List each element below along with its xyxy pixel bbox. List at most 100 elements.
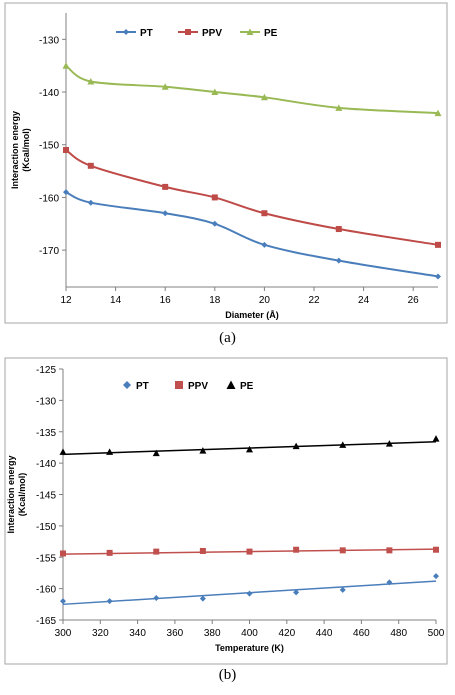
x-tick-label: 18 <box>209 295 221 306</box>
data-point <box>199 447 207 454</box>
data-point <box>199 547 206 554</box>
chart-border <box>4 357 448 665</box>
series-pt <box>63 189 441 280</box>
y-axis-title-line: (Kcal/mol) <box>17 473 27 517</box>
data-point <box>106 448 114 455</box>
data-point <box>335 226 342 233</box>
legend-label: PPV <box>188 381 208 392</box>
data-point <box>153 548 160 555</box>
series-line <box>65 64 439 115</box>
data-point <box>386 547 393 554</box>
legend-label: PT <box>140 28 153 39</box>
data-point <box>60 598 66 605</box>
x-axis-title: Diameter (Å) <box>225 310 279 320</box>
data-point <box>433 573 439 580</box>
series-line <box>65 191 439 278</box>
legend: PT PPV PE <box>123 380 254 392</box>
x-tick-label: 480 <box>390 628 407 639</box>
x-tick-label: 440 <box>316 628 333 639</box>
data-point <box>293 546 300 553</box>
data-point <box>162 183 169 190</box>
chart-panel-b: -125 -130 -135 -140 -145 -150 -155 -160 -165 300 3… <box>0 355 455 695</box>
chart-a: -130 -140 -150 -160 -170 12 14 16 18 20 22 24 26 Diam… <box>4 2 448 324</box>
data-point <box>386 579 393 586</box>
data-point <box>162 210 169 217</box>
data-point <box>433 546 439 553</box>
x-tick-label: 12 <box>60 295 72 306</box>
x-tick-label: 500 <box>428 628 445 639</box>
data-point <box>152 449 160 457</box>
legend-label: PPV <box>202 28 222 39</box>
series-ppv <box>60 546 439 557</box>
legend-marker <box>123 381 131 389</box>
data-point <box>261 241 268 248</box>
data-point <box>60 550 66 557</box>
data-point <box>153 595 160 602</box>
y-tick-label: -130 <box>39 35 59 46</box>
data-point <box>246 445 253 453</box>
x-tick-label: 460 <box>353 628 370 639</box>
data-point <box>260 93 268 101</box>
x-tick-label: 400 <box>241 628 258 639</box>
y-axis-title-line: Interaction energy <box>6 455 16 533</box>
legend-marker <box>246 28 254 35</box>
x-tick-label: 16 <box>160 295 172 306</box>
data-point <box>63 147 69 153</box>
data-point <box>435 273 441 280</box>
x-tick-label: 26 <box>408 295 420 306</box>
x-tick-label: 360 <box>167 628 184 639</box>
series-pt <box>60 573 439 606</box>
series-ppv <box>63 147 441 248</box>
y-tick-label: -150 <box>36 522 56 533</box>
y-tick-label: -160 <box>39 193 59 204</box>
x-tick-label: 320 <box>92 628 109 639</box>
legend-label: PE <box>264 28 278 39</box>
y-axis-title-line: (Kcal/mol) <box>21 128 31 172</box>
legend-marker <box>185 29 191 35</box>
x-tick-label: 24 <box>358 295 370 306</box>
y-tick-label: -160 <box>36 585 56 596</box>
data-point <box>435 241 441 248</box>
x-tick-label: 14 <box>110 295 122 306</box>
series-pe <box>59 435 440 457</box>
data-point <box>87 78 95 85</box>
data-point <box>339 586 346 593</box>
data-point <box>211 194 218 201</box>
y-tick-label: -150 <box>39 141 59 152</box>
y-tick-label: -130 <box>36 396 56 407</box>
data-point <box>62 62 70 69</box>
data-point <box>87 162 94 169</box>
data-point <box>87 199 94 206</box>
y-axis-title-line: Interaction energy <box>10 111 20 189</box>
data-point <box>292 442 300 450</box>
legend-label: PT <box>136 381 149 392</box>
x-tick-label: 300 <box>55 628 72 639</box>
data-point <box>432 435 440 442</box>
data-point <box>335 104 343 111</box>
legend-marker <box>175 381 183 389</box>
y-tick-label: -165 <box>36 616 56 627</box>
y-tick-label: -140 <box>39 88 59 99</box>
caption-b: (b) <box>218 667 237 683</box>
y-tick-label: -170 <box>39 246 59 257</box>
data-point <box>211 220 218 227</box>
chart-border <box>4 2 448 324</box>
data-point <box>339 547 346 554</box>
y-tick-label: -145 <box>36 491 56 502</box>
caption-a: (a) <box>219 330 236 346</box>
data-point <box>106 549 113 556</box>
x-tick-label: 22 <box>308 295 320 306</box>
data-point <box>106 598 113 605</box>
series-pe <box>62 62 442 117</box>
data-point <box>59 448 67 455</box>
data-point <box>199 595 206 602</box>
legend: PT PPV PE <box>116 28 278 39</box>
legend-label: PE <box>240 381 254 392</box>
y-tick-label: -125 <box>36 365 56 376</box>
data-point <box>339 441 347 448</box>
data-point <box>63 189 69 196</box>
x-axis-title: Temperature (K) <box>215 643 284 653</box>
axes: -130 -140 -150 -160 -170 12 14 16 18 20 22 24 26 <box>39 13 438 306</box>
data-point <box>335 257 342 264</box>
